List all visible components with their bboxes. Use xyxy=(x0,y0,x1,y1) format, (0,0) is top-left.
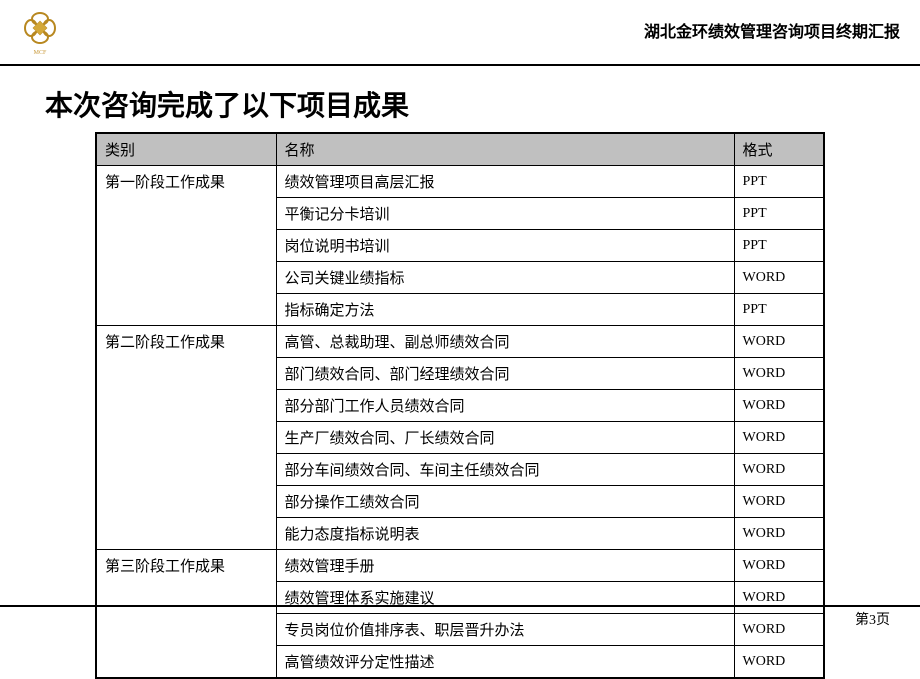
logo-icon xyxy=(20,8,60,48)
header-name: 名称 xyxy=(276,133,734,166)
name-cell: 绩效管理手册 xyxy=(276,550,734,582)
format-cell: WORD xyxy=(734,422,824,454)
format-cell: PPT xyxy=(734,230,824,262)
table-container: 类别 名称 格式 第一阶段工作成果绩效管理项目高层汇报PPT平衡记分卡培训PPT… xyxy=(0,132,920,679)
format-cell: WORD xyxy=(734,358,824,390)
name-cell: 岗位说明书培训 xyxy=(276,230,734,262)
name-cell: 绩效管理体系实施建议 xyxy=(276,582,734,614)
format-cell: WORD xyxy=(734,390,824,422)
format-cell: PPT xyxy=(734,198,824,230)
format-cell: PPT xyxy=(734,166,824,198)
format-cell: WORD xyxy=(734,582,824,614)
results-table: 类别 名称 格式 第一阶段工作成果绩效管理项目高层汇报PPT平衡记分卡培训PPT… xyxy=(95,132,825,679)
name-cell: 部分操作工绩效合同 xyxy=(276,486,734,518)
name-cell: 平衡记分卡培训 xyxy=(276,198,734,230)
format-cell: WORD xyxy=(734,518,824,550)
name-cell: 部分部门工作人员绩效合同 xyxy=(276,390,734,422)
name-cell: 绩效管理项目高层汇报 xyxy=(276,166,734,198)
format-cell: WORD xyxy=(734,486,824,518)
footer-line xyxy=(0,605,920,607)
name-cell: 指标确定方法 xyxy=(276,294,734,326)
name-cell: 专员岗位价值排序表、职层晋升办法 xyxy=(276,614,734,646)
header-title: 湖北金环绩效管理咨询项目终期汇报 xyxy=(644,18,900,42)
table-row: 第一阶段工作成果绩效管理项目高层汇报PPT xyxy=(96,166,824,198)
name-cell: 生产厂绩效合同、厂长绩效合同 xyxy=(276,422,734,454)
header-category: 类别 xyxy=(96,133,276,166)
name-cell: 部门绩效合同、部门经理绩效合同 xyxy=(276,358,734,390)
page-number: 第3页 xyxy=(855,609,890,629)
format-cell: WORD xyxy=(734,550,824,582)
format-cell: WORD xyxy=(734,646,824,679)
format-cell: WORD xyxy=(734,614,824,646)
table-body: 第一阶段工作成果绩效管理项目高层汇报PPT平衡记分卡培训PPT岗位说明书培训PP… xyxy=(96,166,824,679)
format-cell: PPT xyxy=(734,294,824,326)
header-format: 格式 xyxy=(734,133,824,166)
category-cell: 第三阶段工作成果 xyxy=(96,550,276,679)
table-header-row: 类别 名称 格式 xyxy=(96,133,824,166)
table-row: 第二阶段工作成果高管、总裁助理、副总师绩效合同WORD xyxy=(96,326,824,358)
category-cell: 第二阶段工作成果 xyxy=(96,326,276,550)
table-row: 第三阶段工作成果绩效管理手册WORD xyxy=(96,550,824,582)
name-cell: 高管绩效评分定性描述 xyxy=(276,646,734,679)
category-cell: 第一阶段工作成果 xyxy=(96,166,276,326)
format-cell: WORD xyxy=(734,326,824,358)
logo-label: MCF xyxy=(34,50,47,56)
name-cell: 部分车间绩效合同、车间主任绩效合同 xyxy=(276,454,734,486)
name-cell: 高管、总裁助理、副总师绩效合同 xyxy=(276,326,734,358)
name-cell: 能力态度指标说明表 xyxy=(276,518,734,550)
format-cell: WORD xyxy=(734,454,824,486)
format-cell: WORD xyxy=(734,262,824,294)
page-header: MCF 湖北金环绩效管理咨询项目终期汇报 xyxy=(0,0,920,66)
logo-container: MCF xyxy=(20,8,60,56)
page-title: 本次咨询完成了以下项目成果 xyxy=(0,66,920,132)
name-cell: 公司关键业绩指标 xyxy=(276,262,734,294)
